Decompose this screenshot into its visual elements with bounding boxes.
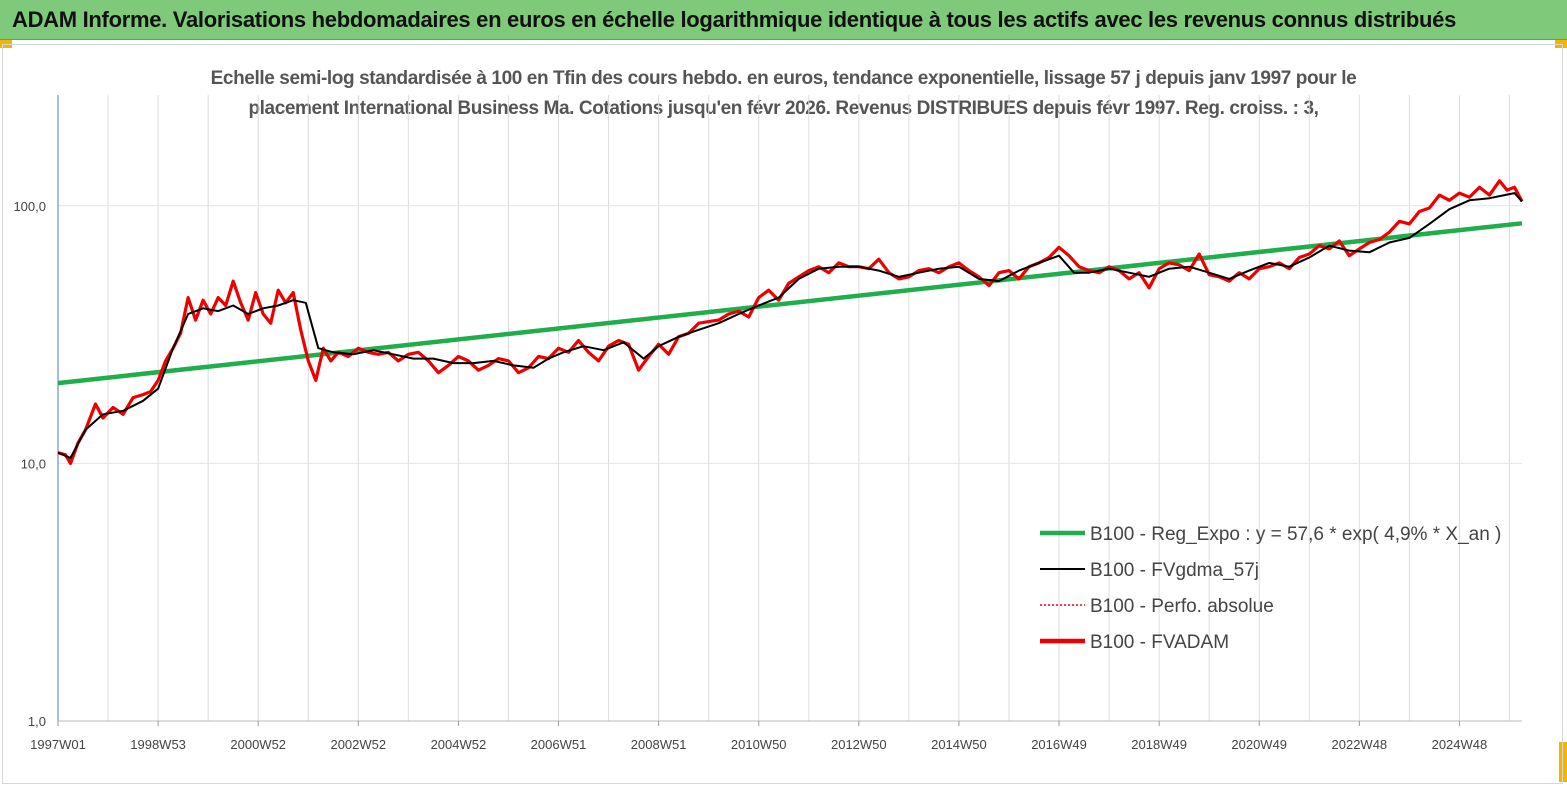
y-tick-label: 100,0 xyxy=(13,199,46,214)
x-tick-label: 2002W52 xyxy=(330,737,386,752)
x-tick-label: 2012W50 xyxy=(831,737,887,752)
chart-frame xyxy=(2,44,1563,784)
y-tick-label: 10,0 xyxy=(21,456,46,471)
x-tick-label: 1998W53 xyxy=(130,737,186,752)
legend: B100 - Reg_Expo : y = 57,6 * exp( 4,9% *… xyxy=(1040,524,1501,653)
x-tick-label: 2020W49 xyxy=(1231,737,1287,752)
y-tick-label: 1,0 xyxy=(28,714,46,729)
x-axis-tick-labels: 1997W01 1998W53 2000W52 2002W52 2004W52 2006W… xyxy=(30,721,1487,752)
report-header: ADAM Informe. Valorisations hebdomadaire… xyxy=(0,0,1567,40)
legend-label: B100 - Perfo. absolue xyxy=(1090,596,1274,617)
x-tick-label: 2006W51 xyxy=(531,737,587,752)
series-line xyxy=(57,221,1523,386)
legend-label: B100 - FVADAM xyxy=(1090,632,1229,653)
x-tick-label: 2004W52 xyxy=(431,737,487,752)
x-tick-label: 1997W01 xyxy=(30,737,86,752)
x-tick-label: 2022W48 xyxy=(1332,737,1388,752)
report-title: ADAM Informe. Valorisations hebdomadaire… xyxy=(12,7,1457,32)
vertical-gridlines xyxy=(57,95,1522,722)
y-axis-tick-labels: 1,0 10,0 100,0 xyxy=(13,199,46,729)
x-tick-label: 2008W51 xyxy=(631,737,687,752)
x-tick-label: 2024W48 xyxy=(1432,737,1488,752)
x-tick-label: 2010W50 xyxy=(731,737,787,752)
legend-label: B100 - Reg_Expo : y = 57,6 * exp( 4,9% *… xyxy=(1090,524,1501,545)
chart-title-line-1: Echelle semi-log standardisée à 100 en T… xyxy=(210,68,1357,89)
series-line xyxy=(57,179,1524,465)
x-tick-label: 2000W52 xyxy=(230,737,286,752)
chart-title-line-2: placement International Business Ma. Cot… xyxy=(248,98,1319,119)
corner-marker-bottom-right xyxy=(1559,742,1567,782)
series-line xyxy=(57,192,1523,459)
x-tick-label: 2014W50 xyxy=(931,737,987,752)
x-tick-label: 2016W49 xyxy=(1031,737,1087,752)
x-tick-label: 2018W49 xyxy=(1131,737,1187,752)
series-lines xyxy=(57,179,1524,465)
legend-label: B100 - FVgdma_57j xyxy=(1090,560,1259,581)
